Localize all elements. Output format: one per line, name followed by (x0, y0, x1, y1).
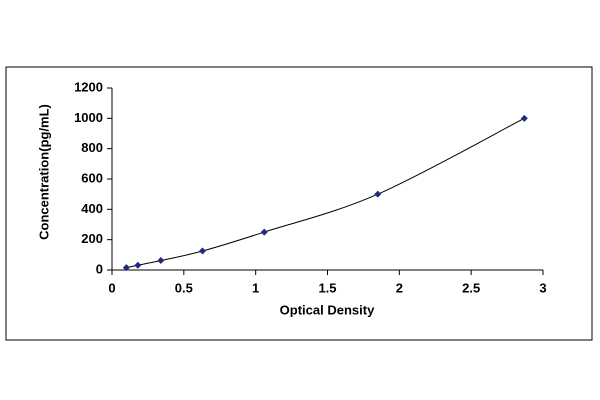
point (134, 261, 142, 269)
point (260, 228, 268, 236)
x-tick-label: 0.5 (175, 280, 193, 295)
y-tick-label: 200 (81, 231, 103, 246)
point (374, 190, 382, 198)
x-tick-label: 1 (252, 280, 259, 295)
x-tick-label: 1.5 (318, 280, 336, 295)
y-axis-label: Concentration(pg/mL) (36, 104, 51, 240)
y-tick-label: 800 (81, 140, 103, 155)
y-tick-label: 0 (96, 261, 103, 276)
point (199, 247, 207, 255)
x-tick-label: 2 (396, 280, 403, 295)
y-tick-label: 1000 (74, 110, 103, 125)
y-tick-label: 600 (81, 170, 103, 185)
x-tick-label: 3 (539, 280, 546, 295)
x-tick-label: 2.5 (462, 280, 480, 295)
point (520, 114, 528, 122)
y-tick-label: 400 (81, 201, 103, 216)
x-tick-label: 0 (108, 280, 115, 295)
point (157, 257, 165, 265)
x-axis-label: Optical Density (280, 302, 375, 317)
chart-frame (5, 66, 593, 341)
point (122, 264, 130, 272)
y-tick-label: 1200 (74, 79, 103, 94)
